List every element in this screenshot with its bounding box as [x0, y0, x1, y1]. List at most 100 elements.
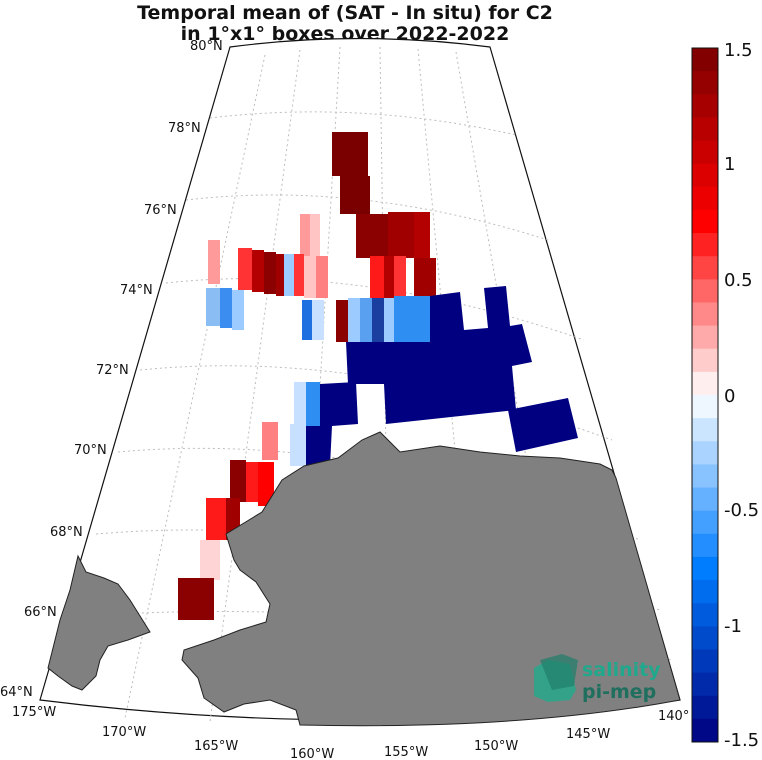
cell-box: [220, 288, 232, 328]
lat-label: 64°N: [0, 685, 33, 700]
colorbar-segment: [692, 233, 718, 257]
colorbar-segment: [692, 279, 718, 303]
colorbar-segment: [692, 94, 718, 118]
colorbar-segment: [692, 186, 718, 211]
data-cells: [178, 132, 578, 620]
lat-label: 74°N: [120, 283, 153, 298]
map-title-line2: in 1°x1° boxes over 2022-2022: [180, 23, 510, 45]
colorbar-segment: [692, 695, 718, 720]
colorbar-segment: [692, 649, 718, 674]
cell-cluster: [304, 382, 358, 468]
cell-box: [264, 252, 276, 294]
lon-label: 140°: [658, 709, 689, 724]
cell-box: [370, 256, 384, 298]
cell-box: [332, 132, 368, 176]
lon-label: 175°W: [12, 705, 56, 720]
colorbar-segment: [692, 163, 718, 188]
colorbar-frame: [691, 47, 719, 743]
cell-box: [356, 214, 390, 258]
lon-label: 165°W: [194, 739, 238, 754]
colorbar-tick-label: -0.5: [724, 500, 760, 521]
cell-box: [246, 462, 260, 502]
cell-box: [206, 498, 226, 540]
colorbar-segment: [692, 256, 718, 280]
cell-box: [310, 214, 320, 256]
colorbar-segment: [692, 556, 718, 581]
colorbar-segment: [692, 464, 718, 489]
colorbar-tick-label: -1.5: [724, 730, 760, 751]
colorbar-segment: [692, 117, 718, 142]
logo-text-pi-mep: pi-mep: [582, 681, 656, 703]
cell-cluster: [346, 286, 532, 424]
colorbar-tick-label: 0.5: [724, 270, 753, 291]
cell-box: [258, 462, 274, 506]
map-title-line1: Temporal mean of (SAT - In situ) for C2: [137, 2, 553, 24]
lat-label: 76°N: [144, 203, 177, 218]
colorbar-segment: [692, 626, 718, 650]
cell-box: [238, 248, 252, 290]
colorbar-tick-label: 0: [724, 386, 736, 407]
colorbar-tick-label: 1.5: [724, 40, 753, 61]
lon-label: 150°W: [474, 739, 518, 754]
cell-box: [360, 298, 372, 342]
colorbar-segment: [692, 510, 718, 535]
lat-label: 78°N: [168, 121, 201, 136]
lat-label: 72°N: [96, 363, 129, 378]
cell-box: [316, 256, 328, 298]
colorbar-segment: [692, 441, 718, 465]
salinity-pi-mep-logo: salinity pi-mep: [534, 654, 661, 703]
colorbar-tick-label: -1: [724, 616, 742, 637]
colorbar-segment: [692, 209, 718, 234]
cell-box: [414, 212, 430, 258]
cell-box: [208, 240, 220, 284]
colorbar-segment: [692, 580, 718, 604]
colorbar-segment: [692, 140, 718, 165]
lon-label: 145°W: [566, 727, 610, 742]
lat-label: 80°N: [190, 39, 223, 54]
cell-box: [340, 176, 370, 214]
cell-box: [414, 258, 436, 298]
colorbar-segment: [692, 48, 718, 72]
cell-box: [336, 300, 348, 342]
cell-box: [300, 214, 310, 256]
lat-label: 70°N: [74, 443, 107, 458]
cell-box: [394, 256, 406, 298]
colorbar-segment: [692, 672, 718, 697]
cell-box: [252, 250, 264, 292]
cell-box: [262, 422, 278, 460]
cell-box: [294, 254, 304, 296]
lon-label: 160°W: [290, 747, 334, 760]
cell-box: [294, 382, 306, 426]
cell-box: [372, 298, 384, 342]
logo-text-salinity: salinity: [582, 659, 661, 681]
latitude-labels: 80°N 78°N 76°N 74°N 72°N 70°N 68°N 66°N …: [0, 39, 223, 700]
cell-box: [394, 296, 430, 342]
cell-box: [206, 288, 220, 326]
cell-cluster: [508, 398, 578, 452]
land-alaska: [181, 431, 681, 727]
cell-box: [384, 298, 394, 342]
cell-box: [232, 290, 244, 330]
cell-box: [304, 256, 316, 298]
colorbar-segment: [692, 487, 718, 512]
cell-box: [284, 254, 294, 296]
colorbar-segment: [692, 302, 718, 327]
cell-box: [388, 212, 418, 258]
cell-box: [348, 298, 360, 342]
cell-box: [178, 578, 214, 620]
colorbar-segment: [692, 325, 718, 350]
cell-box: [312, 300, 324, 340]
colorbar-segment: [692, 348, 718, 373]
colorbar-segment: [692, 718, 718, 743]
cell-box: [276, 254, 284, 296]
colorbar-segment: [692, 371, 718, 396]
cell-box: [306, 382, 320, 426]
cell-box: [230, 460, 246, 502]
longitude-labels: 175°W 170°W 165°W 160°W 155°W 150°W 145°…: [12, 705, 689, 760]
colorbar-segment: [692, 603, 718, 627]
lon-label: 170°W: [102, 725, 146, 740]
cell-box: [200, 540, 220, 580]
colorbar-segment: [692, 395, 718, 419]
colorbar: [692, 48, 718, 743]
